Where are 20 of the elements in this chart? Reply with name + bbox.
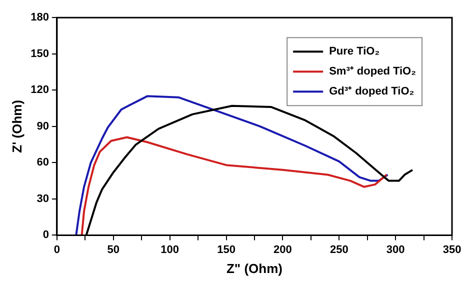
- y-tick-label: 180: [30, 12, 49, 24]
- y-tick-label: 120: [30, 84, 49, 96]
- legend-label: Pure TiO₂: [329, 46, 380, 58]
- x-axis-title: Z" (Ohm): [226, 260, 282, 276]
- y-tick-label: 0: [42, 229, 49, 242]
- legend-label: Sm³⁺ doped TiO₂: [329, 66, 416, 78]
- y-tick-label: 90: [36, 120, 49, 132]
- x-tick-label: 300: [386, 244, 405, 256]
- y-tick-label: 30: [36, 192, 49, 205]
- y-tick-label: 60: [36, 156, 49, 169]
- x-tick-label: 350: [442, 244, 462, 256]
- x-tick-label: 150: [217, 244, 236, 256]
- x-tick-label: 100: [160, 244, 180, 256]
- x-tick-label: 0: [54, 244, 60, 256]
- y-axis-title: Z' (Ohm): [9, 100, 24, 153]
- legend-label: Gd³⁺ doped TiO₂: [329, 86, 414, 98]
- x-tick-label: 250: [330, 244, 348, 256]
- x-tick-label: 50: [107, 244, 120, 256]
- x-tick-label: 200: [274, 244, 292, 256]
- y-tick-label: 150: [30, 48, 49, 60]
